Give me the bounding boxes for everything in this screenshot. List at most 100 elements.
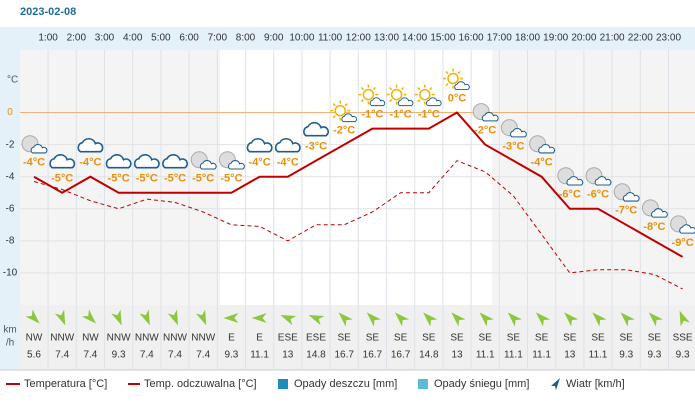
wind-arrow [620, 312, 635, 327]
wind-dir: SE [394, 333, 408, 344]
y-unit: °C [7, 75, 18, 86]
temp-label: -5°C [51, 173, 73, 185]
weather-icon [481, 111, 499, 122]
hour-label: 1:00 [38, 33, 58, 44]
arrow [167, 309, 179, 326]
temp-label: -5°C [136, 173, 158, 185]
cloud [397, 97, 414, 107]
cloud [594, 176, 612, 186]
hour-label: 13:00 [374, 33, 399, 44]
wind-dir: SE [591, 333, 605, 344]
arrow [223, 313, 239, 323]
hour-label: 12:00 [346, 33, 371, 44]
wind-speed: 7.4 [83, 350, 97, 361]
legend-swatch [551, 378, 560, 390]
wind-arrow [54, 309, 66, 326]
temp-label: -6°C [587, 189, 609, 201]
hour-label: 22:00 [628, 33, 653, 44]
cloud [162, 154, 189, 169]
y-tick-label: -6 [6, 203, 15, 214]
wind-speed: 7.4 [196, 350, 210, 361]
cloud [426, 97, 442, 107]
temp-label: -5°C [220, 173, 242, 185]
sun [419, 88, 431, 101]
hour-label: 19:00 [543, 33, 568, 44]
wind-dir: SSE [673, 333, 693, 344]
sun-icon [330, 100, 351, 121]
weather-icon [303, 121, 330, 137]
series-line [33, 111, 684, 258]
legend-swatch [418, 379, 428, 389]
wind-speed: 16.7 [363, 350, 383, 361]
temp-label: -4°C [23, 157, 45, 169]
arrow [479, 312, 494, 327]
cloud [369, 97, 386, 107]
sun-ray [372, 86, 377, 91]
wind-arrow [111, 309, 122, 326]
sun-ray [457, 70, 461, 75]
arrow [111, 309, 122, 326]
hour-label: 17:00 [487, 33, 512, 44]
wind-speed: 14.8 [306, 350, 326, 361]
wind-arrow [423, 312, 438, 327]
temp-label: -1°C [390, 108, 412, 120]
cloud [199, 160, 217, 170]
wind-dir: NNW [50, 333, 74, 344]
wind-speed: 9.3 [224, 350, 238, 361]
wind-dir: SE [366, 333, 380, 344]
weather-icon [246, 137, 273, 153]
weather-icon [133, 154, 160, 169]
temp-label: -4°C [79, 157, 101, 169]
cloud [133, 154, 160, 169]
arrow [139, 309, 150, 326]
wind-arrow [592, 312, 607, 327]
weather-icon [594, 176, 612, 186]
sun-ray [417, 99, 421, 103]
wind-dir: SE [450, 333, 464, 344]
hour-label: 16:00 [459, 33, 484, 44]
temp-label: -5°C [108, 173, 130, 185]
sun-ray [332, 103, 336, 107]
weather-icon [77, 137, 104, 153]
cloud [30, 144, 48, 154]
arrow [25, 309, 40, 324]
legend-swatch [278, 379, 288, 389]
wind-arrow [564, 312, 579, 327]
wind-speed: 11.1 [250, 350, 269, 361]
wind-arrow [223, 313, 239, 323]
temp-label: -5°C [192, 173, 214, 185]
cloud [510, 127, 527, 138]
wind-speed: 7.4 [55, 350, 69, 361]
weather-icon [566, 176, 584, 186]
wind-speed: 11.1 [532, 350, 551, 361]
sun-ray [401, 86, 405, 91]
temp-label: -2°C [333, 125, 355, 137]
cloud [651, 208, 668, 218]
arrow [620, 312, 635, 327]
temp-label: -3°C [502, 141, 524, 153]
temp-label: -4°C [531, 157, 553, 169]
wind-speed: 9.3 [647, 350, 661, 361]
wind-dir: NW [26, 333, 43, 344]
axis-strip [0, 27, 20, 370]
temp-label: -3°C [305, 141, 327, 153]
sun-ray [344, 103, 348, 107]
wind-arrow [81, 309, 97, 324]
wind-speed: 14.8 [419, 350, 439, 361]
wind-arrow [308, 314, 325, 326]
wind-speed: 13 [282, 350, 294, 361]
cloud [77, 137, 104, 153]
weather-icon [510, 127, 527, 138]
temp-label: -1°C [418, 108, 440, 120]
hour-label: 15:00 [430, 33, 455, 44]
hour-label: 4:00 [123, 33, 143, 44]
temp-label: 0°C [448, 92, 467, 104]
wind-speed: 9.3 [676, 350, 690, 361]
wind-arrow [195, 309, 207, 326]
wind-dir: NNW [191, 333, 215, 344]
sun-ray [332, 115, 336, 119]
sun-ray [360, 99, 364, 103]
weather-icon [105, 154, 132, 169]
wind-speed: 7.4 [140, 350, 154, 361]
wind-arrow [167, 309, 179, 326]
